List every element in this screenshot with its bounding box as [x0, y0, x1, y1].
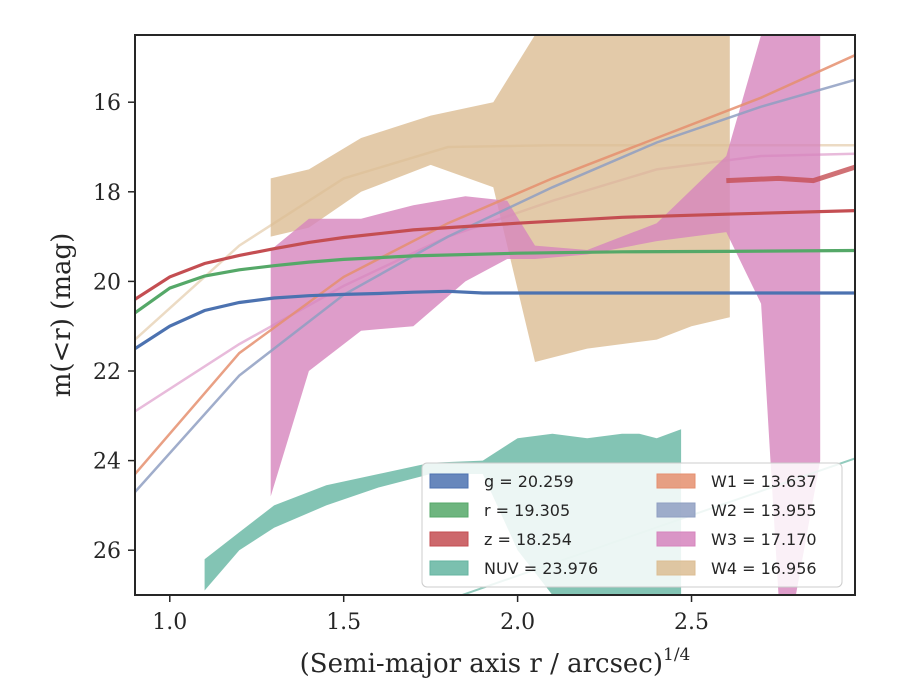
legend-swatch-nuv	[429, 560, 469, 576]
y-tick-label: 16	[93, 91, 121, 116]
y-tick-label: 20	[93, 270, 121, 295]
x-tick-label: 2.5	[674, 610, 709, 635]
legend-label-w2: W2 = 13.955	[711, 501, 817, 520]
legend-label-g: g = 20.259	[484, 472, 574, 491]
x-tick-label: 1.0	[152, 610, 187, 635]
series-r-line	[135, 248, 855, 315]
y-axis: 16 18 20 22 24 26	[93, 91, 135, 564]
legend-swatch-w4	[656, 560, 696, 576]
legend-label-r: r = 19.305	[484, 501, 570, 520]
series-g-line	[135, 289, 855, 350]
series-w4-band	[270, 35, 730, 362]
legend-label-w4: W4 = 16.956	[711, 559, 817, 578]
legend: g = 20.259 r = 19.305 z = 18.254 NUV = 23.9…	[421, 462, 843, 588]
legend-swatch-z	[429, 531, 469, 547]
legend-label-w1: W1 = 13.637	[711, 472, 817, 491]
y-tick-label: 22	[93, 360, 121, 385]
series-w1-line	[135, 54, 855, 475]
legend-label-z: z = 18.254	[484, 530, 572, 549]
y-tick-label: 18	[93, 181, 121, 206]
legend-swatch-w1	[656, 473, 696, 489]
series-z-line	[135, 209, 855, 301]
x-axis: 1.0 1.5 2.0 2.5	[152, 595, 709, 635]
legend-swatch-g	[429, 473, 469, 489]
series-w2-line	[135, 78, 855, 493]
legend-swatch-w2	[656, 502, 696, 518]
legend-box	[421, 462, 843, 588]
x-axis-label: (Semi-major axis r / arcsec)1/4	[300, 645, 691, 679]
plot-frame	[134, 34, 856, 596]
legend-swatch-w3	[656, 531, 696, 547]
x-tick-label: 1.5	[326, 610, 361, 635]
y-tick-label: 26	[93, 539, 121, 564]
legend-label-nuv: NUV = 23.976	[484, 559, 598, 578]
x-tick-label: 2.0	[500, 610, 535, 635]
y-axis-label: m(<r) (mag)	[47, 233, 77, 398]
series-w3-band	[270, 35, 821, 595]
series-z-highlight	[726, 164, 855, 184]
legend-swatch-r	[429, 502, 469, 518]
legend-label-w3: W3 = 17.170	[711, 530, 817, 549]
y-tick-label: 24	[93, 450, 121, 475]
